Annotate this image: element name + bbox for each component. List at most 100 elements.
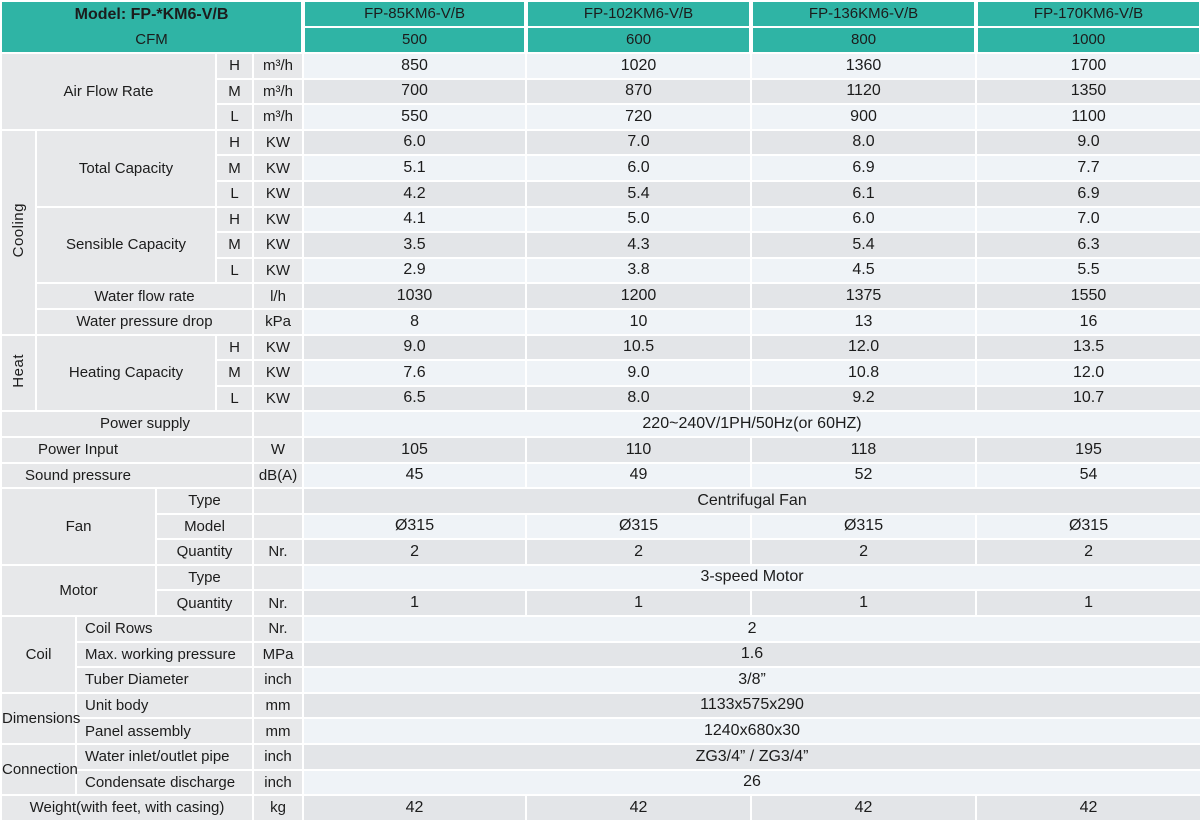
value-cell: 6.1 xyxy=(750,179,978,208)
sub-row-label: H xyxy=(215,52,254,80)
value-cell: 7.6 xyxy=(302,359,528,387)
model-series-label: Model: FP-*KM6-V/B xyxy=(74,6,229,23)
value-cell: 7.0 xyxy=(525,128,753,157)
value-cell: 4.3 xyxy=(525,231,753,259)
table-row: Model Ø315 Ø315 Ø315 Ø315 xyxy=(1,512,1200,541)
value-cell: 1350 xyxy=(975,77,1200,106)
sub-row-label: H xyxy=(215,205,254,234)
value-cell: 9.2 xyxy=(750,384,978,413)
value-cell: 1360 xyxy=(750,52,978,80)
value-cell: 1700 xyxy=(975,52,1200,80)
sub-row-label: H xyxy=(215,333,254,362)
row-label: Water inlet/outlet pipe xyxy=(75,743,254,771)
sub-row-label: H xyxy=(215,128,254,157)
table-row: Max. working pressure MPa 1.6 xyxy=(1,640,1200,669)
value-cell: 850 xyxy=(302,52,528,80)
unit-label: KW xyxy=(251,231,305,259)
row-label: Panel assembly xyxy=(75,717,254,746)
value-cell: 10.5 xyxy=(525,333,753,362)
value-cell: ZG3/4” / ZG3/4” xyxy=(302,743,1200,771)
value-cell: 700 xyxy=(302,77,528,106)
value-cell: 9.0 xyxy=(975,128,1200,157)
cfm-value-header: 1000 xyxy=(974,26,1200,54)
table-row: Power supply 220~240V/1PH/50Hz(or 60HZ) xyxy=(0,410,1200,438)
unit-label: KW xyxy=(251,333,305,362)
value-cell: 42 xyxy=(750,794,978,820)
sub-row-label: L xyxy=(215,256,254,285)
sub-row-label: M xyxy=(215,359,254,387)
sub-row-label: M xyxy=(215,77,254,106)
value-cell: 10.8 xyxy=(750,359,978,387)
cfm-value-header: 800 xyxy=(749,26,979,54)
group-label: Dimensions xyxy=(0,691,80,746)
unit-label: Nr. xyxy=(251,615,305,643)
unit-label: m³/h xyxy=(251,103,305,131)
value-cell: 2 xyxy=(750,538,978,566)
table-row: Cooling Total Capacity H KW 6.0 7.0 8.0 9.0 xyxy=(0,128,1200,336)
value-cell: 49 xyxy=(525,461,753,490)
value-cell: 105 xyxy=(302,435,528,464)
value-cell: 5.4 xyxy=(525,179,753,208)
value-cell: 1 xyxy=(302,589,528,618)
value-cell: 1133x575x290 xyxy=(302,691,1200,720)
unit-label: m³/h xyxy=(251,52,305,80)
value-cell: 10.7 xyxy=(975,384,1200,413)
value-cell: 54 xyxy=(975,461,1200,490)
table-row: Panel assembly mm 1240x680x30 xyxy=(1,717,1200,746)
row-label: Water pressure drop xyxy=(35,307,254,336)
value-cell: 5.4 xyxy=(750,231,978,259)
vertical-group-label: Cooling xyxy=(0,128,37,336)
value-cell: 13.5 xyxy=(975,333,1200,362)
value-cell: 4.5 xyxy=(750,256,978,285)
value-cell: 6.0 xyxy=(750,205,978,234)
model-column-header: FP-136KM6-V/B xyxy=(749,0,979,28)
table-row: 500 600 800 1000 xyxy=(1,26,1200,54)
unit-label: dB(A) xyxy=(251,461,305,490)
unit-label: kPa xyxy=(251,307,305,336)
table-row: Coil Coil Rows Nr. 2 xyxy=(0,615,1200,694)
row-label: Total Capacity xyxy=(35,128,217,208)
sub-row-label: Type xyxy=(155,487,254,515)
table-row: L KW 2.9 3.8 4.5 5.5 xyxy=(1,256,1200,285)
row-label: Sound pressure xyxy=(0,461,254,490)
unit-label: inch xyxy=(251,768,305,797)
value-cell: 550 xyxy=(302,103,528,131)
value-cell: 42 xyxy=(302,794,528,820)
value-cell: 3/8” xyxy=(302,666,1200,694)
value-cell: Ø315 xyxy=(525,512,753,541)
sub-row-label: L xyxy=(215,179,254,208)
sub-row-label: M xyxy=(215,231,254,259)
row-label: Max. working pressure xyxy=(75,640,254,669)
value-cell: 8 xyxy=(302,307,528,336)
row-label: Coil Rows xyxy=(75,615,254,643)
sub-row-label: Model xyxy=(155,512,254,541)
value-cell: 2 xyxy=(975,538,1200,566)
model-column-header: FP-170KM6-V/B xyxy=(974,0,1200,28)
value-cell: 5.0 xyxy=(525,205,753,234)
table-row: Tuber Diameter inch 3/8” xyxy=(1,666,1200,694)
table-row: Sound pressure dB(A) 45 49 52 54 xyxy=(0,461,1200,490)
model-column-header: FP-102KM6-V/B xyxy=(524,0,754,28)
value-cell: 1 xyxy=(975,589,1200,618)
table-row: M KW 5.1 6.0 6.9 7.7 xyxy=(1,154,1200,182)
value-cell: 5.1 xyxy=(302,154,528,182)
table-row: Heat Heating Capacity H KW 9.0 10.5 12.0 13.5 xyxy=(0,333,1200,413)
row-label: Power supply xyxy=(0,410,254,438)
row-label: Condensate discharge xyxy=(75,768,254,797)
unit-label: KW xyxy=(251,205,305,234)
sub-row-label: Quantity xyxy=(155,538,254,566)
value-cell: 45 xyxy=(302,461,528,490)
unit-label: m³/h xyxy=(251,77,305,106)
table-row: Motor Type 3-speed Motor xyxy=(0,563,1200,618)
unit-label: KW xyxy=(251,154,305,182)
value-cell: 2 xyxy=(302,615,1200,643)
table-row: Fan Type Centrifugal Fan xyxy=(0,487,1200,566)
value-cell: 195 xyxy=(975,435,1200,464)
cfm-label: CFM xyxy=(135,31,168,48)
value-cell: 4.2 xyxy=(302,179,528,208)
value-cell: 2 xyxy=(525,538,753,566)
value-cell: 12.0 xyxy=(975,359,1200,387)
value-cell: 16 xyxy=(975,307,1200,336)
